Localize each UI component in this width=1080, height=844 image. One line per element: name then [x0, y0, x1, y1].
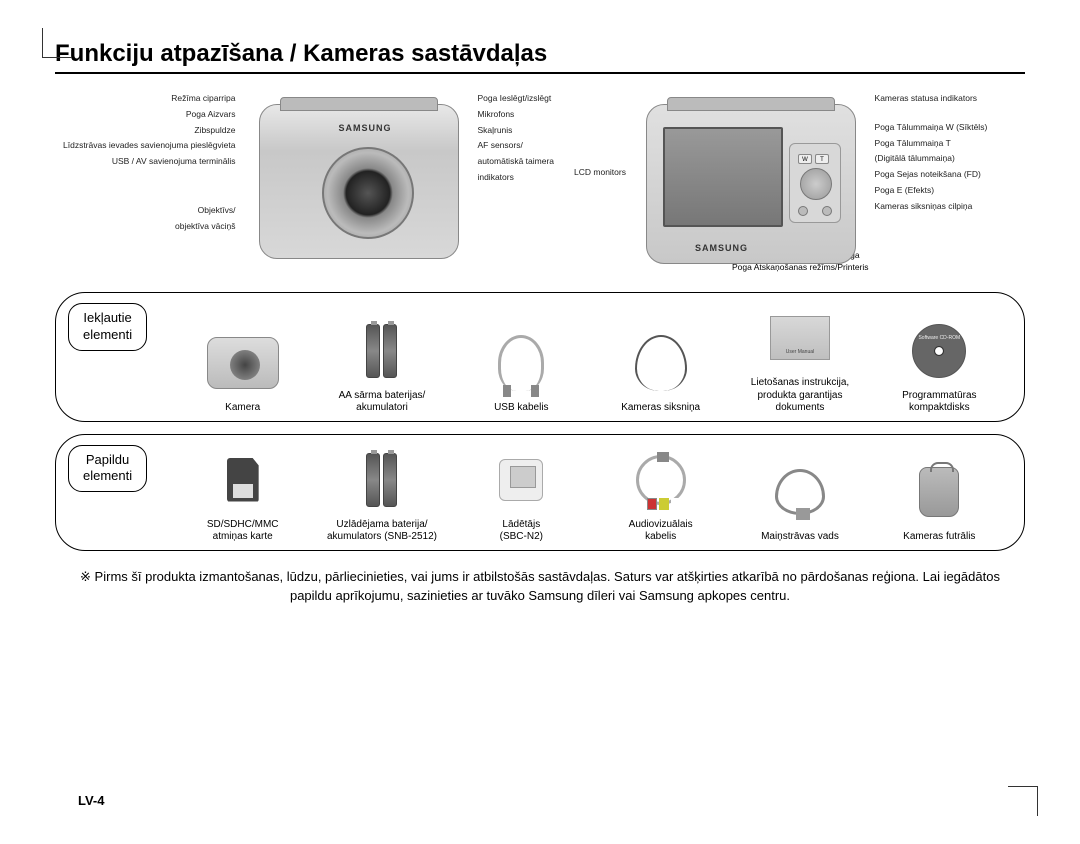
included-row: Iekļautie elementi Kamera AA sārma bater… [55, 292, 1025, 422]
charger-icon [499, 459, 543, 501]
item-cd: Programmatūras kompaktdisks [873, 316, 1006, 415]
label: indikators [477, 171, 554, 184]
label: USB / AV savienojuma terminālis [63, 155, 235, 168]
label: Objektīvs/ [63, 204, 235, 217]
caption: Kameras siksniņa [594, 402, 727, 415]
cd-icon [912, 324, 966, 378]
item-strap: Kameras siksniņa [594, 328, 727, 415]
crop-mark-br [1008, 786, 1038, 816]
battery-icon [366, 324, 397, 378]
included-label: Iekļautie elementi [68, 303, 147, 351]
manual-icon [770, 316, 830, 360]
label: (Digitālā tālummaiņa) [875, 152, 988, 165]
brand-text: SAMSUNG [338, 123, 391, 133]
item-camera: Kamera [176, 328, 309, 415]
caption: Uzlādējama baterija/ akumulators (SNB-25… [315, 519, 448, 544]
ac-cord-icon [775, 469, 825, 515]
strap-icon [635, 335, 687, 391]
camera-front-illustration: SAMSUNG [241, 92, 471, 272]
label: Kameras statusa indikators [875, 92, 988, 105]
caption: AA sārma baterijas/ akumulatori [315, 390, 448, 415]
label: Līdzstrāvas ievades savienojuma pieslēgv… [63, 139, 235, 152]
sd-card-icon [227, 458, 259, 502]
label: Poga Tālummaiņa T [875, 137, 988, 150]
label: Skaļrunis [477, 124, 554, 137]
label: Poga Aizvars [63, 108, 235, 121]
label: Mikrofons [477, 108, 554, 121]
contents: Iekļautie elementi Kamera AA sārma bater… [55, 292, 1025, 551]
label: Poga Ieslēgt/izslēgt [477, 92, 554, 105]
page-title: Funkciju atpazīšana / Kameras sastāvdaļa… [55, 40, 1025, 74]
back-view: LCD monitors SAMSUNG WT [574, 92, 1017, 274]
caption: Programmatūras kompaktdisks [873, 390, 1006, 415]
control-pad: WT [789, 143, 841, 223]
optional-row: Papildu elementi SD/SDHC/MMC atmiņas kar… [55, 434, 1025, 551]
caption: USB kabelis [455, 402, 588, 415]
page-number: LV-4 [78, 793, 105, 808]
back-labels-right: Kameras statusa indikators Poga Tālummai… [869, 92, 988, 215]
caption: Audiovizuālais kabelis [594, 519, 727, 544]
av-cable-icon [636, 455, 686, 505]
pouch-icon [919, 467, 959, 517]
label: Poga Tālummaiņa W (Sīktēls) [875, 121, 988, 134]
crop-mark-tl [42, 28, 72, 58]
battery-icon [366, 453, 397, 507]
label: Kameras siksniņas cilpiņa [875, 200, 988, 213]
label: Zibspuldze [63, 124, 235, 137]
camera-diagrams: Režīma ciparripa Poga Aizvars Zibspuldze… [55, 92, 1025, 274]
item-manual: Lietošanas instrukcija, produkta garanti… [733, 303, 866, 415]
manual-page: Funkciju atpazīšana / Kameras sastāvdaļa… [55, 40, 1025, 814]
camera-back-illustration: SAMSUNG WT [632, 92, 862, 272]
camera-icon [207, 337, 279, 389]
lcd-icon [663, 127, 783, 227]
brand-text: SAMSUNG [695, 243, 748, 253]
back-labels-left: LCD monitors [574, 92, 632, 182]
label: objektīva vāciņš [63, 220, 235, 233]
item-av: Audiovizuālais kabelis [594, 445, 727, 544]
item-usb: USB kabelis [455, 328, 588, 415]
item-pouch: Kameras futrālis [873, 457, 1006, 544]
front-labels-right: Poga Ieslēgt/izslēgt Mikrofons Skaļrunis… [471, 92, 554, 187]
item-charger: Lādētājs (SBC-N2) [455, 445, 588, 544]
optional-label: Papildu elementi [68, 445, 147, 493]
label: LCD monitors [574, 166, 626, 179]
label: automātiskā taimera [477, 155, 554, 168]
footnote: ※ Pirms šī produkta izmantošanas, lūdzu,… [55, 567, 1025, 606]
label: Poga Sejas noteikšana (FD) [875, 168, 988, 181]
caption: Maiņstrāvas vads [733, 531, 866, 544]
caption: Kameras futrālis [873, 531, 1006, 544]
front-view: Režīma ciparripa Poga Aizvars Zibspuldze… [63, 92, 554, 274]
usb-cable-icon [498, 335, 544, 391]
caption: SD/SDHC/MMC atmiņas karte [176, 519, 309, 544]
item-recharge-batt: Uzlādējama baterija/ akumulators (SNB-25… [315, 445, 448, 544]
lens-icon [322, 147, 414, 239]
caption: Lietošanas instrukcija, produkta garanti… [733, 377, 866, 415]
item-ac: Maiņstrāvas vads [733, 457, 866, 544]
label: Poga E (Efekts) [875, 184, 988, 197]
item-sd: SD/SDHC/MMC atmiņas karte [176, 445, 309, 544]
label: AF sensors/ [477, 139, 554, 152]
label: Režīma ciparripa [63, 92, 235, 105]
caption: Kamera [176, 402, 309, 415]
front-labels-left: Režīma ciparripa Poga Aizvars Zibspuldze… [63, 92, 241, 235]
caption: Lādētājs (SBC-N2) [455, 519, 588, 544]
item-batteries: AA sārma baterijas/ akumulatori [315, 316, 448, 415]
